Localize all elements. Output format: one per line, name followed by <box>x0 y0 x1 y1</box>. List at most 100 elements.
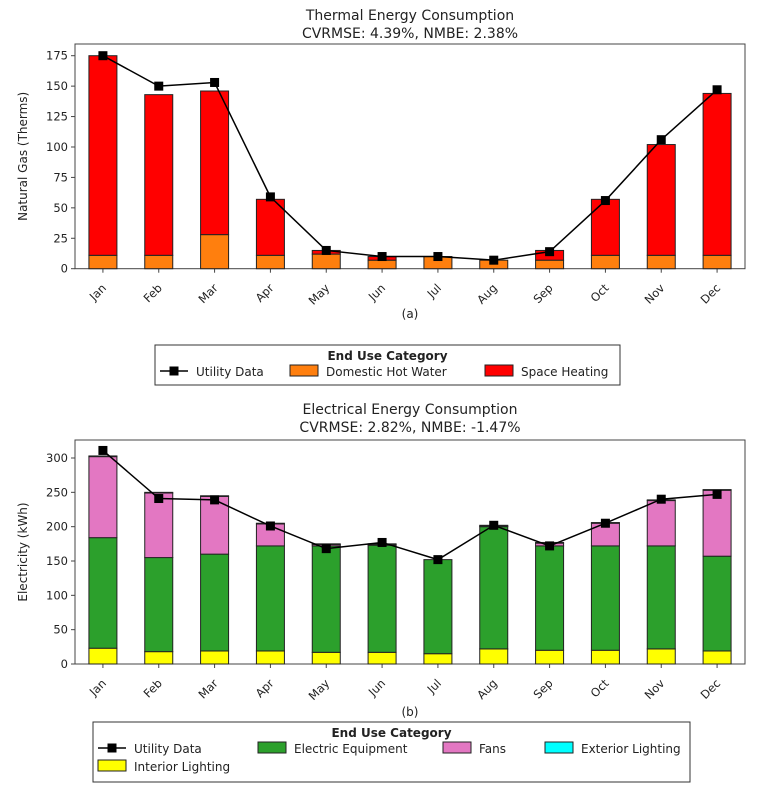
bar-fans <box>646 500 676 547</box>
utility-data-marker <box>210 77 220 87</box>
x-tick-label: Nov <box>642 281 668 307</box>
y-tick-label: 0 <box>61 657 68 671</box>
x-tick-label: Apr <box>253 676 277 700</box>
bar-electric-equipment <box>200 553 230 652</box>
bar-electric-equipment <box>479 526 509 650</box>
bar-domestic-hot-water <box>144 254 174 270</box>
bar-interior-lighting <box>423 653 453 665</box>
bar-interior-lighting <box>255 650 285 665</box>
legend-entry: Electric Equipment <box>294 742 408 756</box>
legend-title: End Use Category <box>331 726 451 740</box>
chart-title: Electrical Energy Consumption <box>303 402 518 418</box>
utility-data-marker <box>489 255 499 265</box>
utility-data-marker <box>712 489 722 499</box>
utility-data-marker <box>656 135 666 145</box>
x-tick-label: Dec <box>698 676 724 702</box>
utility-data-marker <box>712 85 722 95</box>
chart-title: Thermal Energy Consumption <box>305 8 514 24</box>
bar-exterior-lighting <box>144 491 174 494</box>
bar-interior-lighting <box>535 649 565 665</box>
bar-fans <box>88 456 118 539</box>
bar-electric-equipment <box>367 544 397 653</box>
legend-entry: Fans <box>479 742 506 756</box>
y-tick-label: 75 <box>53 170 68 184</box>
legend-swatch-icon <box>289 364 319 377</box>
bar-domestic-hot-water <box>590 254 620 270</box>
utility-data-marker <box>321 245 331 255</box>
utility-data-marker <box>545 247 555 257</box>
bar-electric-equipment <box>646 545 676 650</box>
x-tick-label: Mar <box>195 281 220 306</box>
legend-entry: Domestic Hot Water <box>326 365 447 379</box>
bar-domestic-hot-water <box>88 254 118 270</box>
plot-frame <box>74 43 746 270</box>
bar-domestic-hot-water <box>646 254 676 270</box>
y-tick-label: 100 <box>46 140 68 154</box>
x-tick-label: Jan <box>86 676 109 699</box>
bar-electric-equipment <box>311 545 341 653</box>
bar-domestic-hot-water <box>255 254 285 270</box>
x-tick-label: Feb <box>141 281 165 305</box>
bar-electric-equipment <box>255 545 285 652</box>
bar-electric-equipment <box>144 557 174 653</box>
utility-data-line <box>102 449 718 561</box>
x-tick-label: May <box>306 676 333 703</box>
utility-data-marker <box>377 252 387 262</box>
bar-domestic-hot-water <box>535 259 565 270</box>
legend-title: End Use Category <box>327 349 447 363</box>
legend-swatch-icon <box>257 741 287 754</box>
utility-data-marker <box>154 494 164 504</box>
x-tick-label: Apr <box>253 281 277 305</box>
utility-data-marker <box>98 445 108 455</box>
x-tick-label: Jul <box>424 676 444 696</box>
bar-interior-lighting <box>646 648 676 665</box>
bar-electric-equipment <box>423 559 453 655</box>
plot-frame <box>74 439 746 665</box>
legend-entry: Utility Data <box>196 365 264 379</box>
y-tick-label: 250 <box>46 485 68 499</box>
bar-interior-lighting <box>200 650 230 665</box>
legend-entry: Utility Data <box>134 742 202 756</box>
x-tick-label: Jul <box>424 281 444 301</box>
legend-entry: Exterior Lighting <box>581 742 681 756</box>
x-tick-label: Mar <box>195 676 220 701</box>
y-tick-label: 300 <box>46 451 68 465</box>
x-tick-label: Sep <box>530 676 555 701</box>
x-tick-label: Aug <box>474 281 500 307</box>
utility-data-marker <box>321 544 331 554</box>
chart-subtitle: CVRMSE: 4.39%, NMBE: 2.38% <box>302 26 518 42</box>
x-tick-label: Jun <box>365 676 388 699</box>
bar-domestic-hot-water <box>311 253 341 270</box>
x-tick-label: Dec <box>698 281 724 307</box>
utility-data-marker <box>154 81 164 91</box>
utility-data-marker <box>433 252 443 262</box>
bar-interior-lighting <box>311 651 341 665</box>
x-tick-label: May <box>306 281 333 308</box>
legend-swatch-icon <box>97 759 127 772</box>
y-tick-label: 50 <box>53 623 68 637</box>
y-tick-label: 200 <box>46 520 68 534</box>
y-tick-label: 100 <box>46 588 68 602</box>
legend-entry: Space Heating <box>521 365 608 379</box>
bar-space-heating <box>144 94 174 256</box>
bar-interior-lighting <box>590 649 620 665</box>
bar-fans <box>702 489 732 557</box>
x-tick-label: Jun <box>365 281 388 304</box>
legend-marker-icon <box>107 743 117 753</box>
y-tick-label: 150 <box>46 554 68 568</box>
chart-caption: (b) <box>402 705 419 719</box>
bar-domestic-hot-water <box>367 259 397 270</box>
bar-electric-equipment <box>590 545 620 651</box>
x-tick-label: Jan <box>86 281 109 304</box>
x-tick-label: Sep <box>530 281 555 306</box>
utility-data-marker <box>433 555 443 565</box>
utility-data-marker <box>377 537 387 547</box>
bar-fans <box>144 492 174 559</box>
bar-electric-equipment <box>88 537 118 649</box>
bar-interior-lighting <box>88 647 118 665</box>
bar-interior-lighting <box>367 651 397 665</box>
bar-space-heating <box>702 92 732 256</box>
bar-interior-lighting <box>702 650 732 665</box>
utility-data-line <box>102 55 718 261</box>
